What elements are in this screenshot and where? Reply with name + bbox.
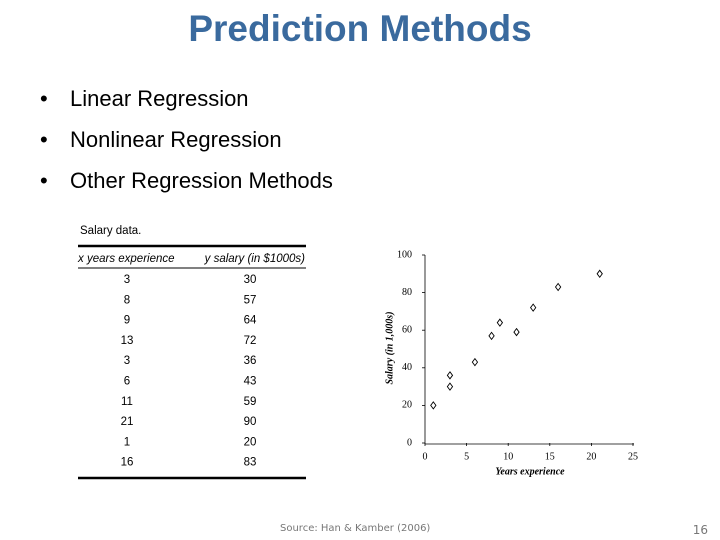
point: [596, 269, 603, 279]
bullet: Linear Regression: [40, 78, 333, 119]
x-tick-label: 10: [503, 451, 513, 462]
bullet-list: Linear Regression Nonlinear Regression O…: [40, 78, 333, 201]
y-tick-label: 60: [402, 324, 412, 335]
x-tick-label: 20: [586, 451, 596, 462]
slide-title: Prediction Methods: [188, 8, 532, 49]
table-cell: 30: [244, 274, 257, 286]
point: [446, 382, 454, 391]
x-tick-label: 15: [545, 451, 555, 462]
table-cell: 59: [244, 396, 257, 408]
y-axis-label: Salary (in 1,000s): [384, 311, 395, 384]
table-cell: 72: [244, 335, 257, 347]
y-tick-label: 0: [407, 437, 412, 448]
source: Source: Han & Kamber (2006): [280, 523, 431, 534]
table-cell: 6: [124, 376, 130, 388]
table-header: x years experience: [77, 253, 175, 265]
table-cell: 3: [124, 274, 130, 286]
point: [554, 282, 562, 292]
y-tick-label: 80: [402, 287, 412, 298]
table-cell: 43: [244, 376, 257, 388]
point: [488, 331, 495, 341]
x-axis-label: Years experience: [495, 466, 565, 477]
table-cell: 9: [124, 315, 130, 327]
table-caption: Salary data.: [80, 225, 141, 237]
bullet: Nonlinear Regression: [40, 119, 333, 160]
y-tick-label: 40: [402, 362, 412, 373]
table-cell: 16: [121, 457, 134, 469]
table-cell: 1: [124, 436, 130, 448]
x-tick-label: 0: [423, 451, 428, 462]
table-cell: 90: [244, 416, 257, 428]
point: [446, 371, 454, 380]
table-cell: 36: [244, 355, 257, 367]
table-cell: 21: [121, 416, 134, 428]
x-tick-label: 25: [628, 451, 638, 462]
table-cell: 11: [121, 396, 133, 408]
point: [513, 327, 520, 337]
table-header: y salary (in $1000s): [204, 253, 306, 265]
table-cell: 83: [244, 457, 257, 469]
table-cell: 57: [244, 294, 257, 306]
page-number: 16: [692, 523, 708, 537]
bullet: Other Regression Methods: [40, 160, 333, 201]
point: [529, 303, 537, 312]
point: [471, 357, 479, 367]
table-cell: 8: [124, 294, 130, 306]
table-cell: 64: [244, 315, 257, 327]
y-tick-label: 20: [402, 400, 412, 411]
point: [430, 401, 437, 410]
y-tick-label: 100: [397, 249, 412, 260]
point: [496, 318, 504, 327]
table-cell: 20: [244, 436, 257, 448]
table-cell: 13: [121, 335, 134, 347]
table-cell: 3: [124, 355, 130, 367]
x-tick-label: 5: [464, 451, 469, 462]
